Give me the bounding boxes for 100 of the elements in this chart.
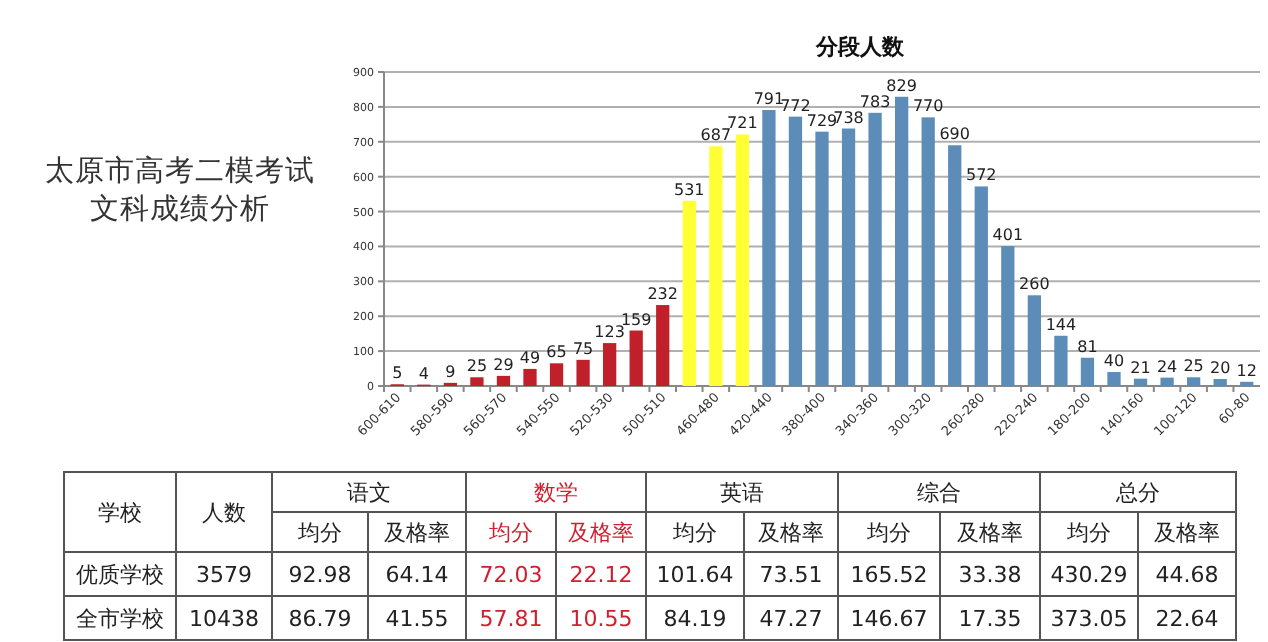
data-label: 738 [833,108,864,127]
data-label: 159 [620,310,652,329]
text: 430.29 [1050,562,1128,588]
data-label: 791 [753,90,785,109]
data-label: 81 [1077,337,1098,356]
bar [895,96,909,386]
text: 均分 [1065,520,1111,546]
bar [815,131,829,386]
data-label: 401 [992,226,1024,245]
bar [788,116,803,386]
chart-title: 分段人数 [814,34,906,60]
bar [1160,377,1174,386]
text: 均分 [487,520,533,546]
data-label: 772 [780,96,811,115]
text: 总分 [1114,480,1160,506]
text: 33.38 [958,562,1022,588]
bar [841,128,856,386]
data-label: 232 [647,285,679,304]
data-label: 75 [572,339,594,358]
bar [523,368,537,386]
bar [496,375,511,386]
text: 语文 [347,480,391,506]
text: 均分 [865,520,911,546]
data-label: 25 [466,357,488,376]
data-label: 21 [1130,358,1151,377]
bar [549,363,564,386]
text: 72.03 [479,562,543,588]
bar [1001,246,1015,386]
data-label: 40 [1103,352,1125,371]
data-label: 9 [445,362,456,381]
data-label: 25 [1183,357,1204,376]
text: 3579 [196,562,252,588]
text: 44.68 [1155,562,1219,588]
text: 22.64 [1155,606,1219,632]
data-label: 260 [1019,275,1050,294]
data-label: 123 [594,323,625,342]
data-label: 49 [519,348,541,367]
text: 146.67 [850,606,928,632]
data-label: 24 [1156,357,1178,376]
text: 太原市高考二模考试 [45,154,315,188]
text: 数学 [534,480,578,506]
data-label: 20 [1209,359,1231,378]
bar [576,359,590,386]
bar [1187,377,1201,386]
bar [709,146,723,386]
data-label: 531 [673,180,705,199]
bar [656,305,670,386]
text: 41.55 [385,606,449,632]
data-label: 29 [493,355,514,374]
text: 及格率 [957,520,1023,546]
text: 64.14 [385,562,449,588]
text: 73.51 [759,562,823,588]
text: 101.64 [656,562,734,588]
text: 165.52 [850,562,928,588]
text: 及格率 [1154,520,1220,546]
data-label: 687 [700,126,732,145]
bar [948,145,962,386]
data-label: 144 [1045,315,1077,334]
text: 17.35 [958,606,1022,632]
text: 学校 [98,500,142,526]
bar [1027,295,1041,386]
text: 英语 [720,480,764,506]
text: 及格率 [568,520,634,546]
text: 10.55 [569,606,633,632]
bar [921,117,935,386]
data-label: 690 [939,125,971,144]
text: 22.12 [569,562,633,588]
text: 92.98 [288,562,352,588]
text: 优质学校 [76,562,164,588]
text: 及格率 [758,520,824,546]
text: 84.19 [663,606,727,632]
text: 综合 [917,480,961,506]
text: 文科成绩分析 [90,192,270,226]
bar [682,200,696,386]
bar [1133,378,1148,386]
text: 47.27 [759,606,823,632]
data-label: 721 [727,114,758,133]
text: 373.05 [1050,606,1128,632]
text: 及格率 [384,520,450,546]
bar [762,110,776,386]
text: 全市学校 [76,606,164,632]
bar [629,330,643,386]
bar [470,377,484,386]
bar [603,343,617,386]
data-label: 5 [392,364,403,383]
text: 86.79 [288,606,352,632]
data-label: 4 [418,364,429,383]
data-label: 783 [859,92,891,111]
data-label: 65 [546,343,567,362]
text: 人数 [202,500,246,526]
bar [868,112,882,386]
data-label: 572 [965,166,997,185]
data-label: 829 [886,76,917,95]
bar [1080,357,1095,386]
bar [974,186,988,386]
text: 57.81 [479,606,543,632]
bar [1213,379,1227,386]
text: 10438 [189,606,259,632]
bar [735,134,749,386]
text: 均分 [671,520,717,546]
